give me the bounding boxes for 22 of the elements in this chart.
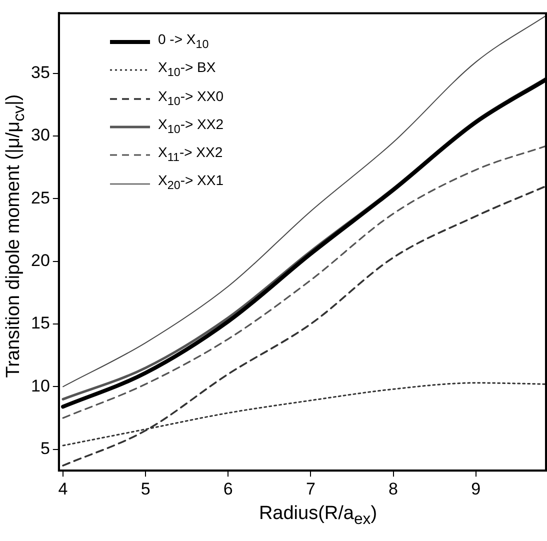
line-series <box>62 15 546 388</box>
y-tick-label: 20 <box>30 251 50 270</box>
x-tick-label: 7 <box>306 479 316 498</box>
y-tick-label: 15 <box>30 314 50 333</box>
x-axis-title: Radius(R/a$_{ex}$) <box>258 503 378 529</box>
x-tick-label: 4 <box>58 479 68 498</box>
y-tick-label: 5 <box>40 438 50 458</box>
line-series <box>62 145 546 419</box>
y-tick-label: 10 <box>30 376 50 396</box>
legend-label: X$_{20}$-> XX1 <box>158 171 224 194</box>
y-tick-label: 25 <box>30 188 50 208</box>
legend-label: X$_{11}$-> XX2 <box>158 143 223 166</box>
x-tick-label: 8 <box>388 479 398 498</box>
y-tick-label: 30 <box>30 126 50 145</box>
legend-label: X$_{10}$-> BX <box>158 58 216 82</box>
legend-label: 0 -> X$_{10}$ <box>158 30 209 53</box>
legend-label: X$_{10}$-> XX0 <box>158 86 224 110</box>
y-tick-label: 35 <box>30 63 50 82</box>
x-tick-label: 9 <box>471 479 481 498</box>
x-tick-label: 6 <box>223 479 233 498</box>
x-tick-label: 5 <box>140 479 150 498</box>
legend-label: X$_{10}$-> XX2 <box>158 114 224 138</box>
